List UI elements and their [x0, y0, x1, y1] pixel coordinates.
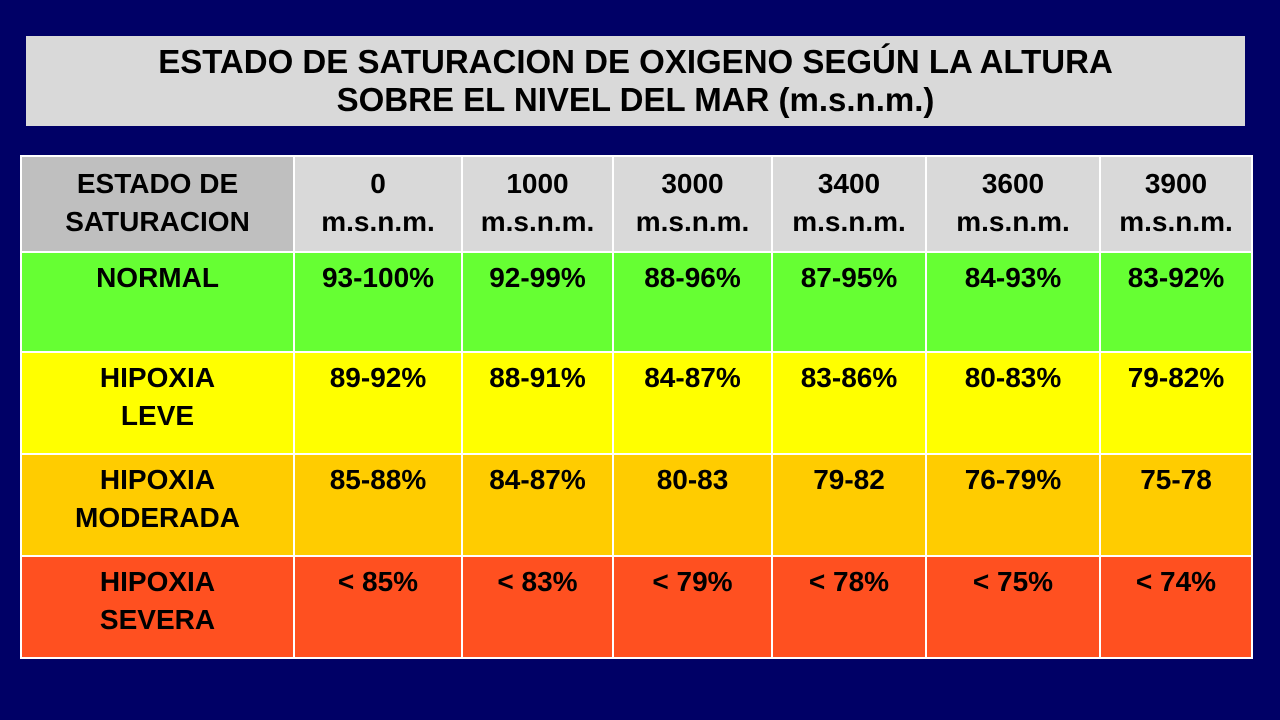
- altitude-value: 1000: [506, 168, 569, 199]
- altitude-unit: m.s.n.m.: [321, 206, 435, 237]
- title-box: ESTADO DE SATURACION DE OXIGENO SEGÚN LA…: [26, 36, 1245, 126]
- saturation-value-cell: 89-92%: [293, 351, 463, 455]
- saturation-value-cell: 80-83: [612, 453, 773, 557]
- saturation-value-cell: 84-87%: [461, 453, 614, 557]
- saturation-value-cell: < 78%: [771, 555, 927, 659]
- altitude-header-cell: 3600 m.s.n.m.: [925, 155, 1101, 253]
- altitude-header-cell: 3000 m.s.n.m.: [612, 155, 773, 253]
- altitude-header-cell: 3400 m.s.n.m.: [771, 155, 927, 253]
- saturation-value-cell: 83-86%: [771, 351, 927, 455]
- saturation-value-cell: 83-92%: [1099, 251, 1253, 353]
- saturation-value-cell: 92-99%: [461, 251, 614, 353]
- saturation-value-cell: 84-87%: [612, 351, 773, 455]
- saturation-value-cell: 85-88%: [293, 453, 463, 557]
- saturation-value-cell: 88-91%: [461, 351, 614, 455]
- corner-header-cell: ESTADO DE SATURACION: [20, 155, 295, 253]
- row-hipoxia-severa: HIPOXIA SEVERA < 85% < 83% < 79% < 78% <…: [20, 555, 1253, 659]
- saturation-value-cell: 93-100%: [293, 251, 463, 353]
- saturation-value-cell: < 74%: [1099, 555, 1253, 659]
- status-label-cell: NORMAL: [20, 251, 295, 353]
- saturation-value-cell: 88-96%: [612, 251, 773, 353]
- altitude-value: 0: [370, 168, 386, 199]
- status-label-cell: HIPOXIA LEVE: [20, 351, 295, 455]
- saturation-table: ESTADO DE SATURACION 0 m.s.n.m. 1000 m.s…: [20, 155, 1253, 659]
- altitude-value: 3400: [817, 168, 881, 199]
- altitude-value: 3900: [1144, 168, 1208, 199]
- altitude-unit: m.s.n.m.: [1119, 206, 1233, 237]
- row-normal: NORMAL 93-100% 92-99% 88-96% 87-95% 84-9…: [20, 251, 1253, 353]
- saturation-value-cell: 76-79%: [925, 453, 1101, 557]
- saturation-value-cell: 84-93%: [925, 251, 1101, 353]
- status-label-line-1: HIPOXIA: [99, 362, 216, 393]
- status-label-line-1: HIPOXIA: [99, 464, 216, 495]
- title-line-1: ESTADO DE SATURACION DE OXIGENO SEGÚN LA…: [158, 43, 1113, 80]
- saturation-value-cell: < 85%: [293, 555, 463, 659]
- row-hipoxia-leve: HIPOXIA LEVE 89-92% 88-91% 84-87% 83-86%…: [20, 351, 1253, 455]
- altitude-unit: m.s.n.m.: [792, 206, 906, 237]
- altitude-unit: m.s.n.m.: [956, 206, 1070, 237]
- status-label-line-1: HIPOXIA: [99, 566, 216, 597]
- saturation-value-cell: < 83%: [461, 555, 614, 659]
- row-hipoxia-moderada: HIPOXIA MODERADA 85-88% 84-87% 80-83 79-…: [20, 453, 1253, 557]
- altitude-unit: m.s.n.m.: [480, 206, 595, 237]
- altitude-unit: m.s.n.m.: [635, 206, 750, 237]
- status-label-line-2: LEVE: [120, 400, 195, 431]
- saturation-value-cell: 87-95%: [771, 251, 927, 353]
- status-label-cell: HIPOXIA MODERADA: [20, 453, 295, 557]
- status-label-cell: HIPOXIA SEVERA: [20, 555, 295, 659]
- status-label-line-2: SEVERA: [99, 604, 216, 635]
- saturation-value-cell: 79-82: [771, 453, 927, 557]
- saturation-value-cell: < 75%: [925, 555, 1101, 659]
- altitude-value: 3600: [981, 168, 1045, 199]
- saturation-value-cell: 75-78: [1099, 453, 1253, 557]
- title-line-2: SOBRE EL NIVEL DEL MAR (m.s.n.m.): [336, 81, 935, 118]
- altitude-header-cell: 1000 m.s.n.m.: [461, 155, 614, 253]
- altitude-value: 3000: [661, 168, 724, 199]
- saturation-value-cell: 79-82%: [1099, 351, 1253, 455]
- corner-header-line-1: ESTADO DE: [76, 168, 239, 199]
- altitude-header-cell: 3900 m.s.n.m.: [1099, 155, 1253, 253]
- table-header-row: ESTADO DE SATURACION 0 m.s.n.m. 1000 m.s…: [20, 155, 1253, 253]
- status-label-line-2: MODERADA: [75, 502, 240, 533]
- saturation-value-cell: < 79%: [612, 555, 773, 659]
- altitude-header-cell: 0 m.s.n.m.: [293, 155, 463, 253]
- corner-header-line-2: SATURACION: [65, 206, 250, 237]
- status-label: NORMAL: [96, 262, 219, 293]
- saturation-value-cell: 80-83%: [925, 351, 1101, 455]
